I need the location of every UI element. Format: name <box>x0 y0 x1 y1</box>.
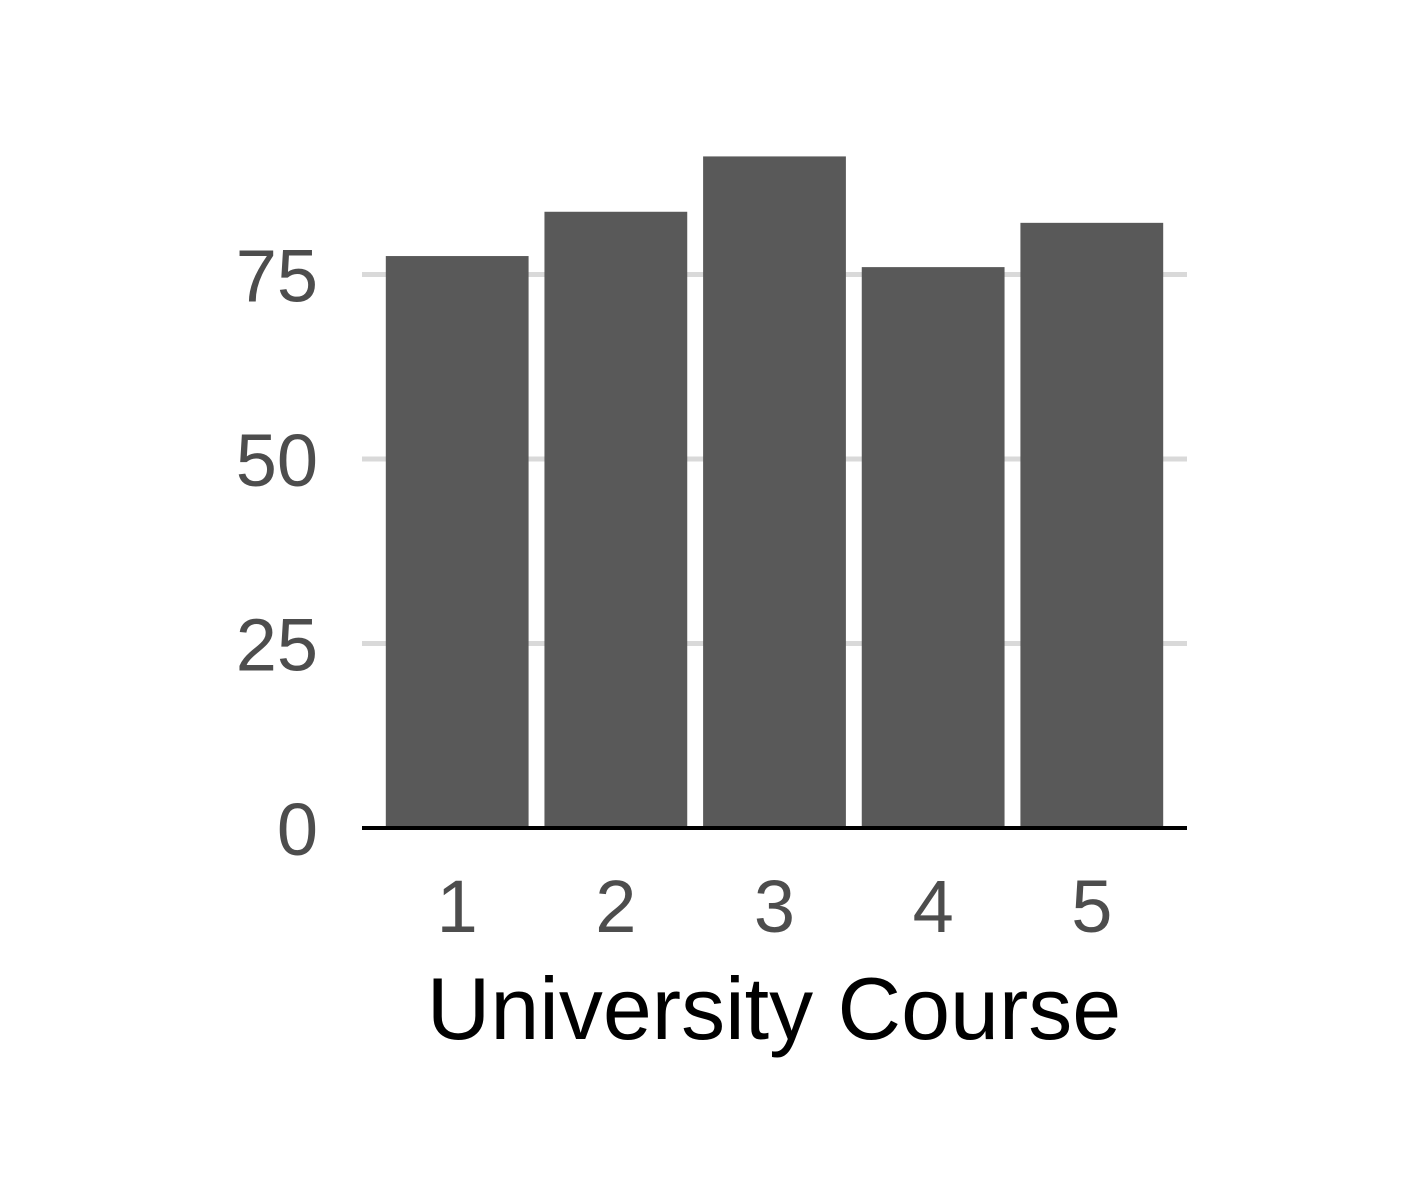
x-tick-label: 5 <box>1071 865 1112 948</box>
x-tick-label: 2 <box>595 865 636 948</box>
bar <box>861 267 1005 828</box>
bar <box>385 256 529 828</box>
y-tick-label: 0 <box>277 788 318 871</box>
x-tick-label: 4 <box>913 865 954 948</box>
bar <box>1020 222 1164 829</box>
bars <box>385 156 1164 829</box>
y-tick-label: 75 <box>236 235 318 318</box>
x-tick-label: 3 <box>754 865 795 948</box>
bar <box>703 156 846 829</box>
y-tick-label: 50 <box>236 419 318 502</box>
y-tick-label: 25 <box>236 604 318 687</box>
x-tick-label: 1 <box>437 865 478 948</box>
x-axis-tick-labels: 1 2 3 4 5 <box>437 865 1113 948</box>
x-axis-title: University Course <box>427 959 1121 1058</box>
bar <box>544 211 688 828</box>
y-axis-tick-labels: 0 25 50 75 <box>236 235 318 872</box>
